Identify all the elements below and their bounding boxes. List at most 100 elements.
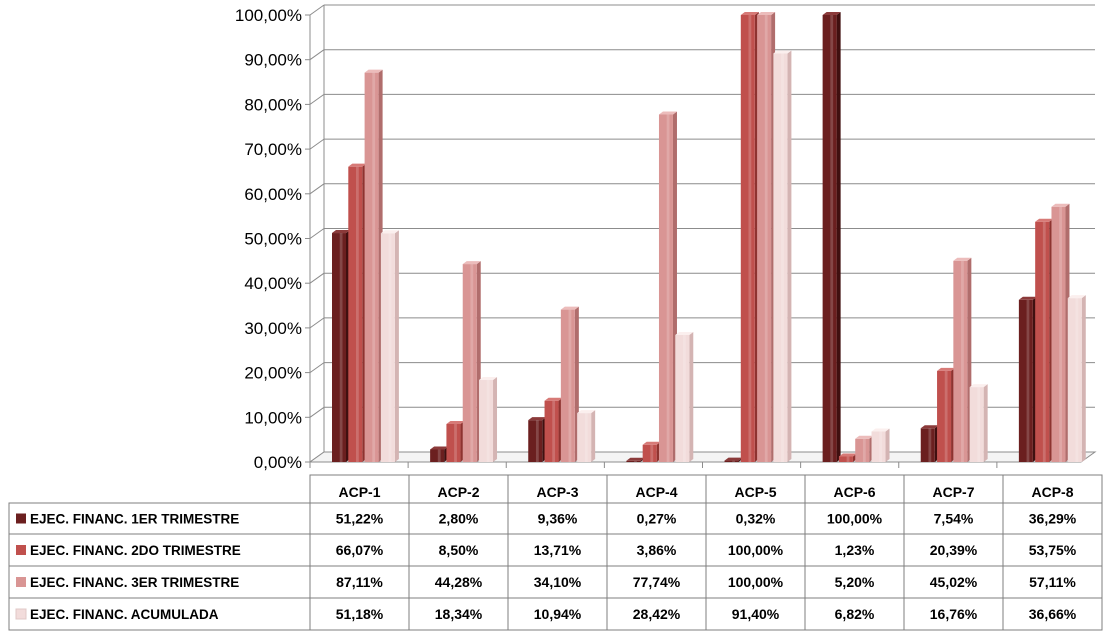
data-label: 28,42% <box>633 606 681 622</box>
bar <box>462 261 481 462</box>
data-label: 36,29% <box>1029 511 1077 527</box>
gridlines <box>308 4 1097 468</box>
data-label: 57,11% <box>1029 574 1076 590</box>
data-label: 0,27% <box>637 511 677 527</box>
bar-top <box>577 410 596 414</box>
bar-side <box>983 384 988 462</box>
x-category-label: ACP-7 <box>932 484 974 500</box>
x-category-label: ACP-1 <box>338 484 380 500</box>
bar-side <box>591 410 596 462</box>
bar-highlight <box>486 380 490 462</box>
data-label: 13,71% <box>534 542 582 558</box>
bar-top <box>1018 296 1037 300</box>
bar-side <box>885 428 890 462</box>
data-label: 66,07% <box>336 542 384 558</box>
y-tick-label: 0,00% <box>254 453 302 472</box>
bar-top <box>560 306 579 310</box>
bar-highlight <box>1075 298 1079 462</box>
bar-top <box>724 457 743 461</box>
gridline-side <box>309 49 325 61</box>
bar-top <box>430 446 449 450</box>
bar-front <box>332 233 346 462</box>
bar-front <box>838 456 853 462</box>
bar-front <box>462 264 477 462</box>
bar-top <box>740 12 759 15</box>
bar <box>479 377 498 462</box>
bar <box>332 230 350 462</box>
data-label: 87,11% <box>336 574 383 590</box>
gridline-side <box>309 406 325 418</box>
bar-top <box>773 50 792 54</box>
bar <box>757 12 776 462</box>
bar-top <box>838 453 857 457</box>
bar-highlight <box>781 53 784 462</box>
bar-front <box>871 431 886 462</box>
bar <box>773 50 792 462</box>
bar-front <box>855 438 870 462</box>
bar-highlight <box>634 460 637 462</box>
legend-swatch <box>16 577 26 587</box>
bar-front <box>822 15 837 462</box>
bar-highlight <box>584 413 588 462</box>
bar <box>446 421 465 462</box>
bar-side <box>493 377 498 462</box>
x-category-label: ACP-6 <box>833 484 875 500</box>
bar <box>430 446 449 462</box>
bar-front <box>658 114 673 462</box>
gridline-side <box>309 362 325 374</box>
bar-highlight <box>356 166 359 462</box>
bar <box>675 331 694 462</box>
bar-highlight <box>454 424 457 462</box>
data-label: 1,23% <box>835 542 875 558</box>
bar-front <box>430 449 445 462</box>
bar-top <box>871 428 890 432</box>
bar-front <box>380 233 395 462</box>
bar-highlight <box>682 334 686 462</box>
bar-top <box>658 111 677 115</box>
bar <box>658 111 677 462</box>
bar-top <box>348 163 367 167</box>
bar-top <box>544 397 563 401</box>
bar <box>528 417 547 462</box>
bar-top <box>642 441 661 445</box>
legend-label: EJEC. FINANC. ACUMULADA <box>30 607 219 622</box>
bar <box>1035 218 1054 462</box>
bar <box>822 12 841 462</box>
bar <box>969 384 988 462</box>
bar-highlight <box>961 260 964 462</box>
gridline-side <box>309 93 325 105</box>
bar-side <box>787 50 792 462</box>
data-label: 0,32% <box>736 511 776 527</box>
data-label: 20,39% <box>930 542 978 558</box>
data-label: 6,82% <box>835 606 875 622</box>
bar-front <box>626 460 641 462</box>
bar-highlight <box>568 309 572 462</box>
bar-front <box>1067 298 1082 462</box>
gridline-side <box>309 183 325 195</box>
bar <box>740 12 759 462</box>
bar-front <box>560 309 575 462</box>
y-tick-label: 70,00% <box>244 140 302 159</box>
bar-highlight <box>666 114 670 462</box>
y-tick-label: 10,00% <box>244 408 302 427</box>
bar-top <box>446 421 465 425</box>
bar-front <box>348 166 363 462</box>
data-label: 10,94% <box>534 606 582 622</box>
bar-top <box>937 367 956 371</box>
bar <box>348 163 367 462</box>
gridline-side <box>309 272 325 284</box>
bar-highlight <box>650 444 654 462</box>
bar-highlight <box>1026 299 1030 462</box>
bar-highlight <box>535 420 539 462</box>
data-label: 34,10% <box>534 574 582 590</box>
legend-label: EJEC. FINANC. 3ER TRIMESTRE <box>30 575 239 590</box>
y-tick-label: 50,00% <box>244 230 302 249</box>
bar <box>364 69 383 463</box>
bar-front <box>479 380 494 462</box>
bar-highlight <box>977 387 981 462</box>
bar-highlight <box>732 460 735 462</box>
bar <box>838 453 857 462</box>
bar <box>920 425 939 462</box>
bar-side <box>836 12 841 462</box>
